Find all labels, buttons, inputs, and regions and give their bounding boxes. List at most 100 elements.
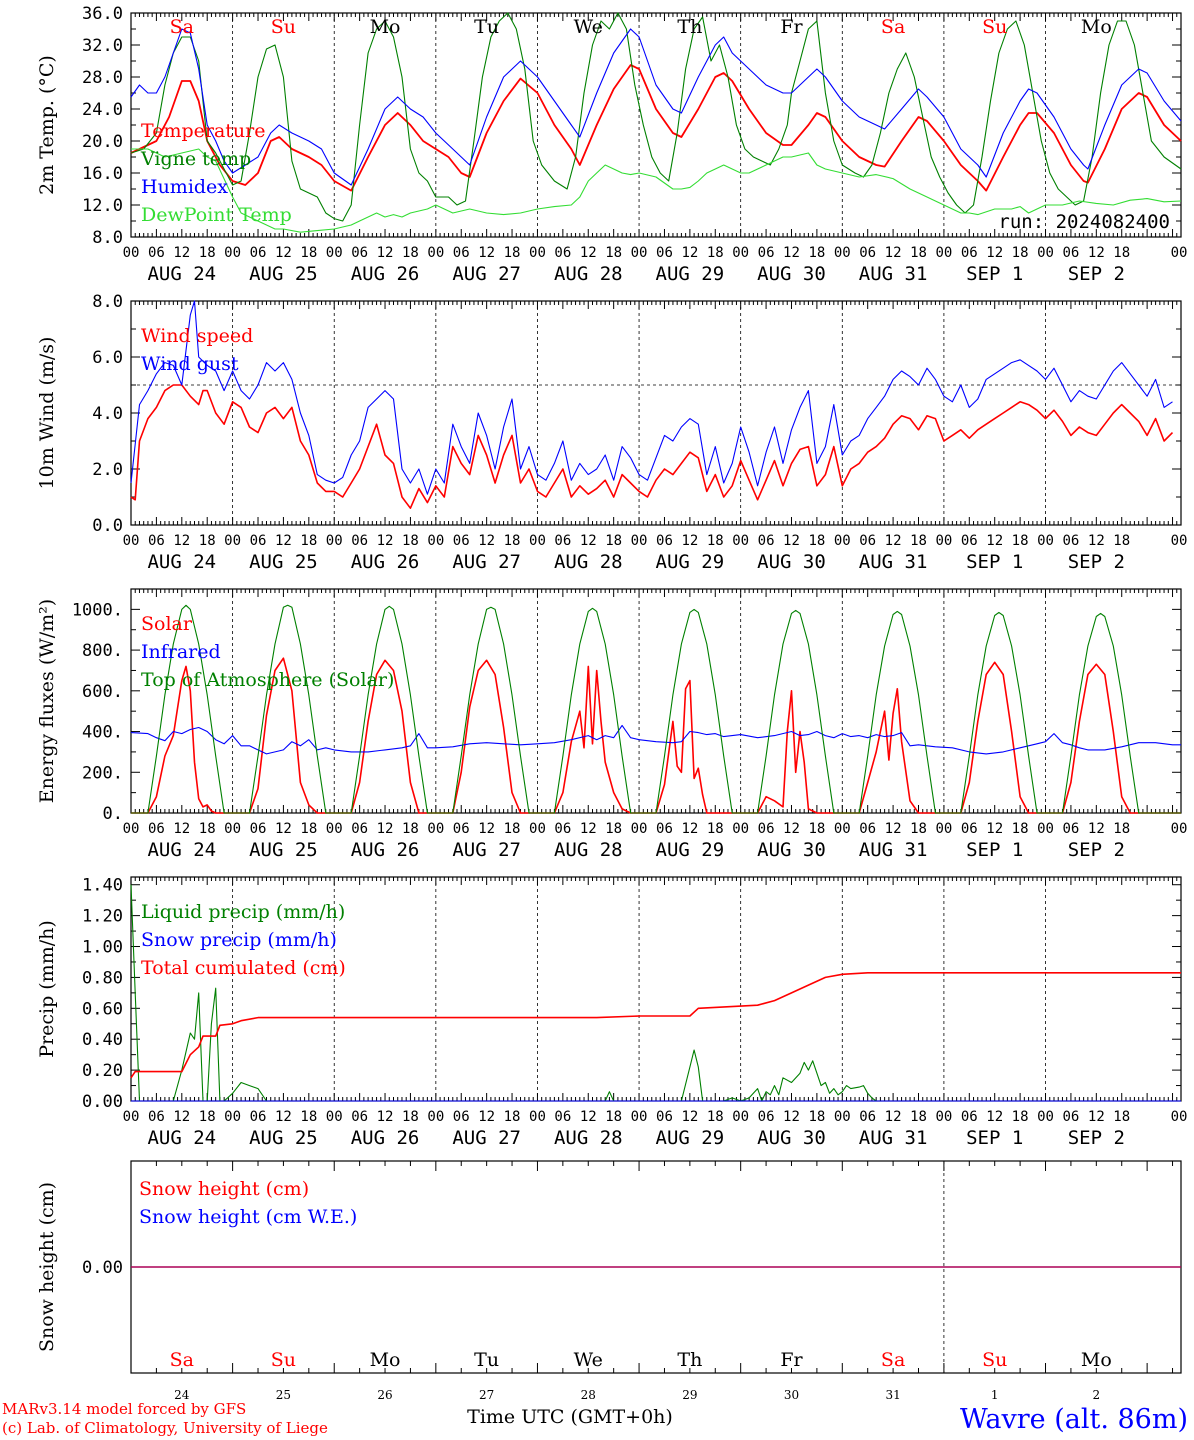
series-line-3 (131, 148, 1182, 233)
hour-label: 00 (427, 533, 444, 549)
hour-label: 18 (1113, 1109, 1130, 1125)
date-label: AUG 31 (859, 263, 928, 285)
weekday-label: Mo (1081, 16, 1112, 38)
hour-label: 00 (529, 533, 546, 549)
hour-label: 18 (199, 1109, 216, 1125)
legend-entry: Snow height (cm) (139, 1178, 309, 1200)
date-label: AUG 25 (249, 263, 318, 285)
legend-entry: Humidex (141, 176, 228, 198)
hour-label: 18 (1012, 821, 1029, 837)
hour-label: 12 (1088, 245, 1105, 261)
date-label: AUG 30 (757, 839, 826, 861)
hour-label: 12 (783, 1109, 800, 1125)
date-label: AUG 30 (757, 263, 826, 285)
date-label: SEP 2 (1068, 263, 1125, 285)
hour-label: 18 (504, 1109, 521, 1125)
hour-label: 00 (935, 1109, 952, 1125)
y-tick-label: 12.0 (82, 196, 123, 216)
hour-label: 18 (707, 1109, 724, 1125)
hour-label: 00 (326, 1109, 343, 1125)
hour-label: 00 (123, 821, 140, 837)
hour-label: 00 (1037, 533, 1054, 549)
hour-label: 18 (707, 245, 724, 261)
hour-label: 06 (250, 245, 267, 261)
y-tick-label: 0.80 (82, 968, 123, 988)
legend-entry: DewPoint Temp (141, 204, 292, 226)
panel-frame (130, 588, 1182, 814)
hour-label: 12 (275, 821, 292, 837)
weekday-label-bottom: Tu (474, 1349, 499, 1371)
hour-label: 12 (173, 533, 190, 549)
date-label: AUG 25 (249, 839, 318, 861)
hour-label: 00 (1037, 1109, 1054, 1125)
hour-label: 18 (402, 821, 419, 837)
hour-label: 12 (986, 821, 1003, 837)
hour-label: 18 (1113, 533, 1130, 549)
hour-label: 18 (910, 821, 927, 837)
series-line-0 (130, 64, 1182, 192)
hour-label: 00 (732, 1109, 749, 1125)
hour-label: 06 (250, 533, 267, 549)
weekday-label-bottom: Su (271, 1349, 296, 1371)
series-line-2 (130, 971, 1181, 1079)
weekday-label: Sa (881, 16, 905, 38)
hour-label: 06 (1062, 1109, 1079, 1125)
hour-label: 06 (859, 821, 876, 837)
hour-label: 00 (529, 1109, 546, 1125)
hour-label: 18 (402, 1109, 419, 1125)
y-axis-label: Energy fluxes (W/m²) (36, 599, 58, 803)
date-label: AUG 29 (656, 1127, 725, 1149)
date-label: SEP 2 (1068, 1127, 1125, 1149)
hour-label: 00 (935, 821, 952, 837)
hour-label: 18 (605, 245, 622, 261)
y-tick-label: 1000. (72, 600, 123, 620)
hour-label: 06 (453, 821, 470, 837)
y-tick-label: 36.0 (82, 4, 123, 24)
panel-5: 0.00 Snow height (cm) Snow height (cm) Snow… (36, 1160, 1182, 1402)
hour-label: 06 (351, 1109, 368, 1125)
hour-label: 18 (605, 533, 622, 549)
hour-label: 00 (224, 533, 241, 549)
date-label: SEP 1 (966, 263, 1023, 285)
hour-label: 18 (300, 821, 317, 837)
hour-label: 06 (758, 533, 775, 549)
hour-label: 18 (1012, 1109, 1029, 1125)
date-label: AUG 28 (554, 551, 623, 573)
hour-label: 12 (275, 245, 292, 261)
model-credit: MARv3.14 model forced by GFS (2, 1400, 246, 1418)
date-label: AUG 30 (757, 551, 826, 573)
hour-label: 12 (885, 533, 902, 549)
hour-label: 06 (758, 245, 775, 261)
weekday-label: Th (677, 16, 702, 38)
series-line-0 (131, 657, 1181, 814)
legend-entry: Temperature (141, 120, 265, 142)
hour-label: 12 (173, 245, 190, 261)
hour-label: 06 (453, 1109, 470, 1125)
hour-label: 12 (986, 533, 1003, 549)
hour-label: 06 (961, 533, 978, 549)
date-label: AUG 29 (656, 839, 725, 861)
y-tick-label: 0.40 (82, 1030, 123, 1050)
hour-label: 06 (656, 533, 673, 549)
hour-label: 00 (631, 245, 648, 261)
hour-label: 18 (707, 533, 724, 549)
hour-label: 12 (275, 533, 292, 549)
hour-label-end: 00 (1171, 533, 1188, 549)
hour-label: 12 (580, 245, 597, 261)
hour-label: 00 (529, 245, 546, 261)
date-label: AUG 26 (351, 839, 420, 861)
hour-label: 18 (504, 821, 521, 837)
date-label: AUG 28 (554, 263, 623, 285)
date-label: AUG 31 (859, 1127, 928, 1149)
lab-credit: (c) Lab. of Climatology, University of L… (2, 1419, 328, 1437)
hour-label: 00 (732, 533, 749, 549)
hour-label: 12 (580, 821, 597, 837)
y-tick-label: 1.40 (82, 876, 123, 896)
hour-label: 12 (1088, 533, 1105, 549)
date-label: SEP 2 (1068, 551, 1125, 573)
y-tick-label: 2.0 (92, 460, 123, 480)
hour-label: 12 (377, 821, 394, 837)
hour-label-end: 00 (1171, 1109, 1188, 1125)
hour-label: 18 (910, 1109, 927, 1125)
